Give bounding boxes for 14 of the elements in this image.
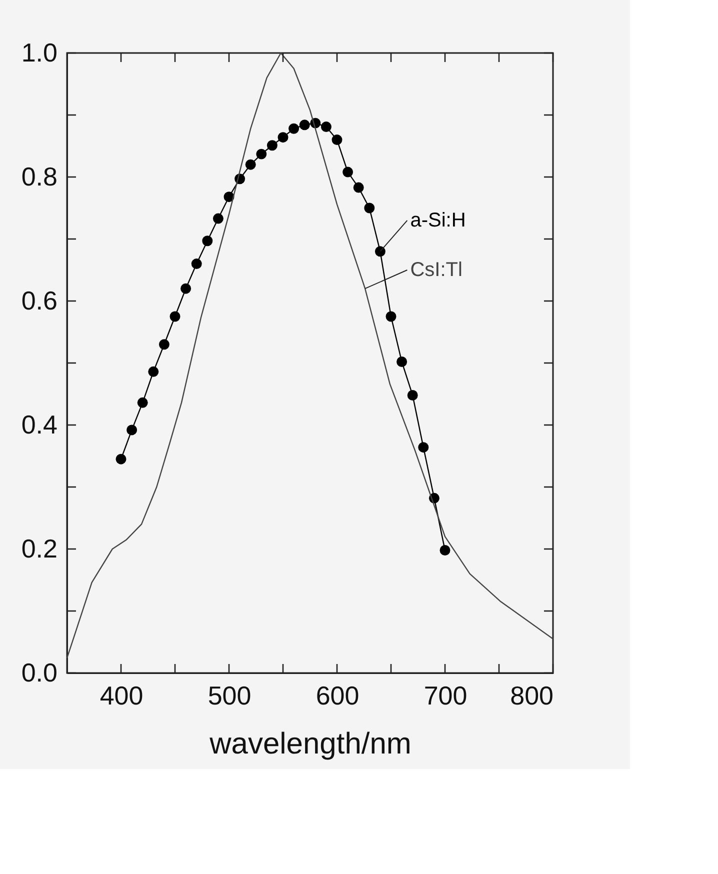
text: CsI:Tl <box>410 259 462 281</box>
y-tick-label: 0.8 <box>21 162 58 192</box>
x-tick-label: 700 <box>424 680 468 710</box>
x-tick-label: 800 <box>510 680 554 710</box>
y-tick-label: 0.2 <box>21 534 58 564</box>
x-axis-title: wavelength/nm <box>208 728 412 760</box>
x-tick-label: 400 <box>100 680 144 710</box>
y-tick-label: 0.0 <box>21 658 58 688</box>
x-tick-label: 500 <box>208 680 252 710</box>
x-tick-label: 600 <box>316 680 360 710</box>
series-label: a-Si:H <box>410 209 466 232</box>
y-tick-label: 0.4 <box>21 410 58 440</box>
y-tick-label: 0.6 <box>21 286 58 316</box>
y-tick-label: 1.0 <box>21 38 58 68</box>
